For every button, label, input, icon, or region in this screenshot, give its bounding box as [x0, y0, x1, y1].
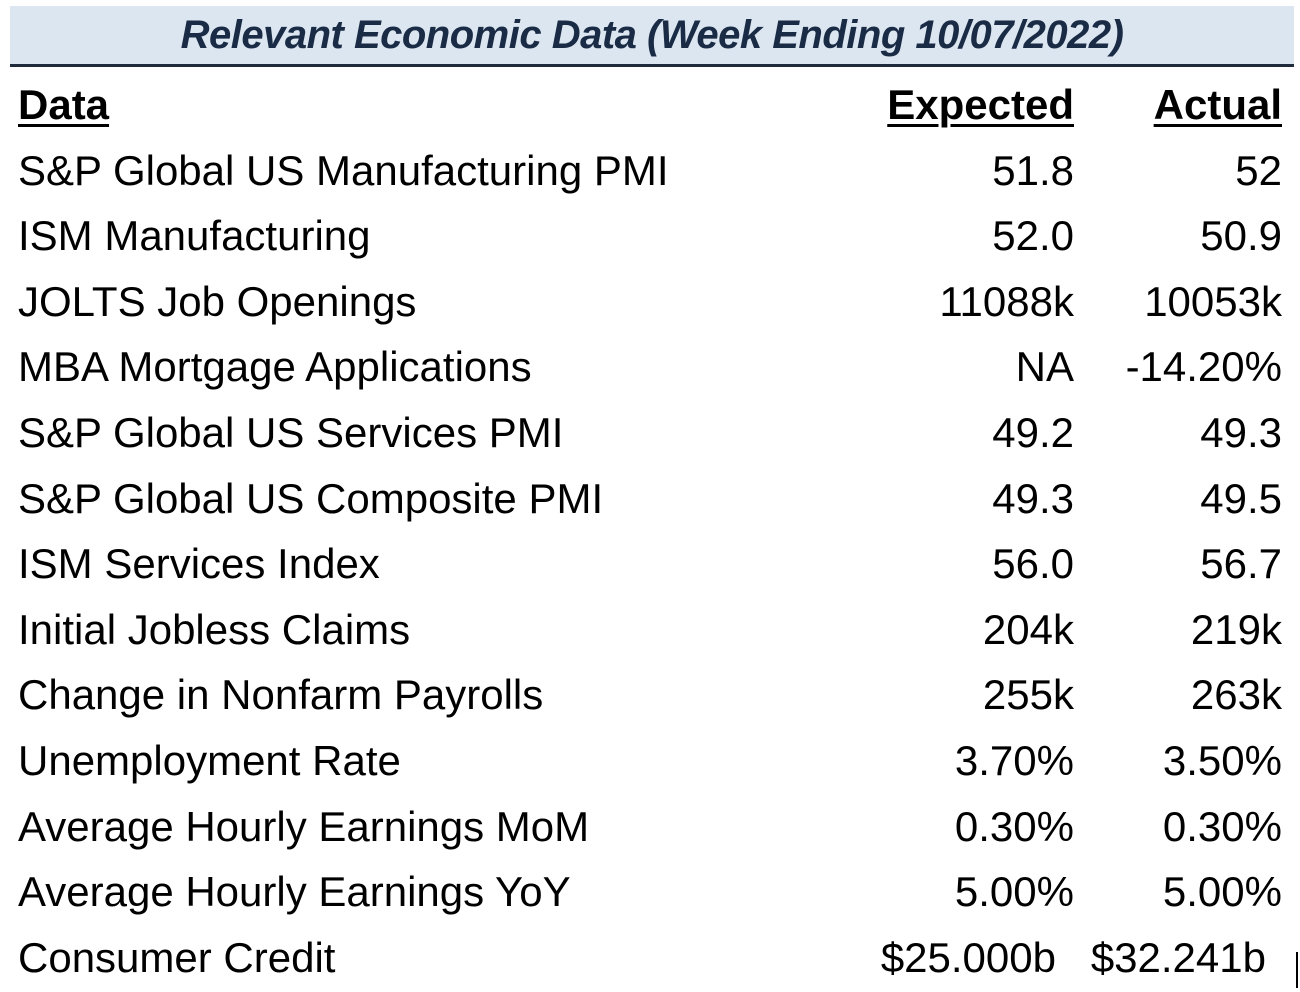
row-name: MBA Mortgage Applications	[18, 343, 532, 391]
table-row: S&P Global US Services PMI 49.2 49.3	[18, 400, 1286, 466]
table-title-bar: Relevant Economic Data (Week Ending 10/0…	[10, 6, 1294, 67]
header-actual: Actual	[1153, 81, 1282, 128]
row-name: Consumer Credit	[18, 933, 336, 981]
row-expected: 56.0	[992, 540, 1074, 588]
table-row: ISM Manufacturing 52.0 50.9	[18, 203, 1286, 269]
text-cursor	[1296, 952, 1298, 988]
row-name: S&P Global US Services PMI	[18, 408, 564, 456]
table-row: JOLTS Job Openings 11088k 10053k	[18, 269, 1286, 335]
row-name: Unemployment Rate	[18, 736, 401, 784]
row-actual: 10053k	[1144, 277, 1282, 325]
table-row: S&P Global US Manufacturing PMI 51.8 52	[18, 138, 1286, 204]
row-expected: 0.30%	[954, 802, 1074, 850]
table-row: Change in Nonfarm Payrolls 255k 263k	[18, 662, 1286, 728]
row-name: S&P Global US Manufacturing PMI	[18, 146, 669, 194]
table-row: Average Hourly Earnings MoM 0.30% 0.30%	[18, 794, 1286, 860]
row-name: ISM Manufacturing	[18, 212, 371, 260]
table-header-row: Data Expected Actual	[18, 72, 1286, 138]
row-actual: 49.3	[1200, 408, 1282, 456]
table-row: MBA Mortgage Applications NA -14.20%	[18, 334, 1286, 400]
row-expected: 3.70%	[954, 736, 1074, 784]
row-expected: 52.0	[992, 212, 1074, 260]
row-expected: 204k	[982, 605, 1074, 653]
row-expected: 5.00%	[954, 868, 1074, 916]
table-row: S&P Global US Composite PMI 49.3 49.5	[18, 466, 1286, 532]
row-actual: 5.00%	[1162, 868, 1282, 916]
row-actual: 263k	[1190, 671, 1282, 719]
table-row: ISM Services Index 56.0 56.7	[18, 531, 1286, 597]
row-name: Change in Nonfarm Payrolls	[18, 671, 544, 719]
row-name: S&P Global US Composite PMI	[18, 474, 604, 522]
row-expected: 255k	[982, 671, 1074, 719]
row-actual: 219k	[1190, 605, 1282, 653]
row-actual: 56.7	[1200, 540, 1282, 588]
table-row: Unemployment Rate 3.70% 3.50%	[18, 728, 1286, 794]
row-expected: $25.000b	[880, 933, 1056, 981]
row-actual: 50.9	[1200, 212, 1282, 260]
row-name: ISM Services Index	[18, 540, 380, 588]
table-row: Consumer Credit $25.000b $32.241b	[18, 925, 1286, 991]
row-actual: 3.50%	[1162, 736, 1282, 784]
row-expected: NA	[1015, 343, 1074, 391]
row-expected: 49.3	[992, 474, 1074, 522]
row-expected: 11088k	[939, 277, 1074, 325]
row-actual: 49.5	[1200, 474, 1282, 522]
row-name: Initial Jobless Claims	[18, 605, 411, 653]
row-actual: -14.20%	[1125, 343, 1282, 391]
table-row: Average Hourly Earnings YoY 5.00% 5.00%	[18, 859, 1286, 925]
row-actual: 0.30%	[1162, 802, 1282, 850]
row-expected: 49.2	[992, 408, 1074, 456]
row-name: JOLTS Job Openings	[18, 277, 417, 325]
header-expected: Expected	[887, 81, 1074, 128]
header-data: Data	[18, 81, 110, 128]
row-name: Average Hourly Earnings YoY	[18, 868, 571, 916]
row-expected: 51.8	[992, 146, 1074, 194]
table-title: Relevant Economic Data (Week Ending 10/0…	[180, 12, 1124, 57]
row-actual: $32.241b	[1090, 933, 1266, 981]
table-row: Initial Jobless Claims 204k 219k	[18, 597, 1286, 663]
row-name: Average Hourly Earnings MoM	[18, 802, 590, 850]
economic-data-table: Data Expected Actual S&P Global US Manuf…	[18, 72, 1286, 990]
row-actual: 52	[1235, 146, 1282, 194]
